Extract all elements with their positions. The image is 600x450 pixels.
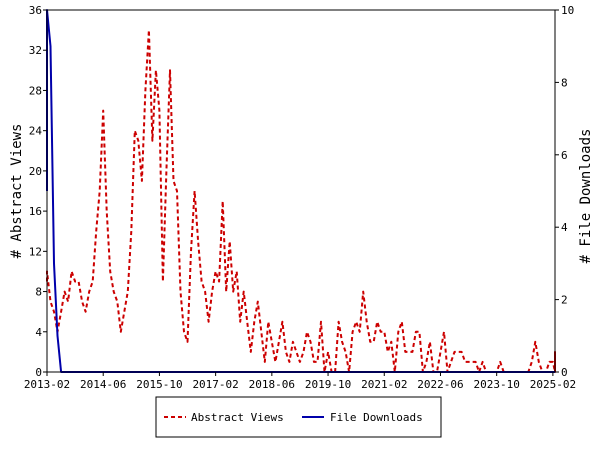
y-axis-title: # Abstract Views [9,124,25,259]
x-tick-label: 2023-10 [474,378,520,391]
plot-frame [46,9,556,373]
series-line-abstract-views [46,29,556,373]
y2-tick-label: 0 [561,366,568,379]
legend-label-abstract-views: Abstract Views [191,411,284,424]
y2-tick-label: 6 [561,149,568,162]
right-axis: 0 2 4 6 8 10 [555,4,574,379]
legend-box [155,396,442,438]
x-tick-label: 2015-10 [136,378,182,391]
x-tick-label: 2021-02 [361,378,407,391]
x-tick-label: 2013-02 [24,378,70,391]
x-axis: 2013-02 2014-06 2015-10 2017-02 2018-06 2019-… [24,372,576,391]
x-tick-label: 2017-02 [192,378,238,391]
x-tick-label: 2022-06 [417,378,463,391]
y2-tick-label: 10 [561,4,574,17]
y-tick-label: 20 [29,165,42,178]
legend-label-file-downloads: File Downloads [330,411,423,424]
y-tick-label: 32 [29,44,42,57]
x-tick-label: 2018-06 [249,378,295,391]
y-tick-label: 0 [35,366,42,379]
x-tick-label: 2025-02 [530,378,576,391]
y-tick-label: 4 [35,326,42,339]
y2-axis-title: # File Downloads [578,129,594,264]
y-tick-label: 36 [29,4,42,17]
y2-tick-label: 8 [561,76,568,89]
y-tick-label: 24 [29,125,43,138]
y-tick-label: 28 [29,84,42,97]
legend: Abstract Views File Downloads [155,396,442,438]
y-tick-label: 8 [35,286,42,299]
y2-tick-label: 2 [561,294,568,307]
y2-tick-label: 4 [561,221,568,234]
x-tick-label: 2019-10 [305,378,351,391]
y-tick-label: 16 [29,205,42,218]
x-tick-label: 2014-06 [80,378,126,391]
left-axis: 0 4 8 12 16 20 24 28 32 36 [29,4,47,379]
y-tick-label: 12 [29,245,42,258]
